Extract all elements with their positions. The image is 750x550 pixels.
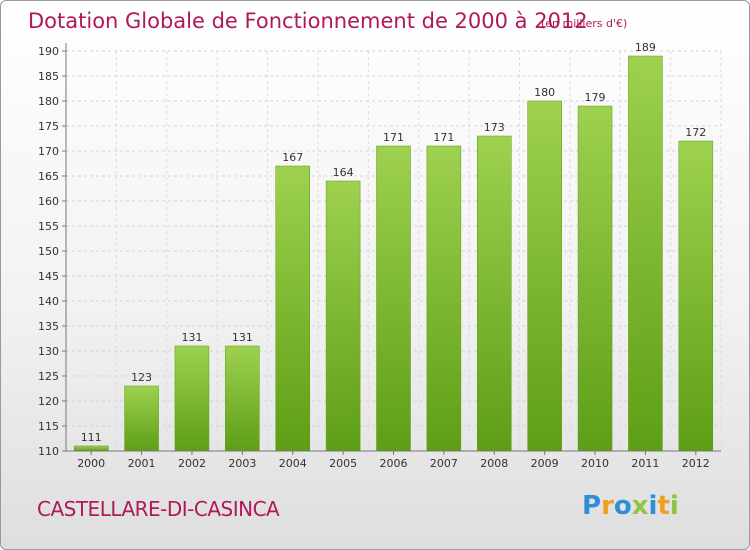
x-tick-label: 2012 <box>682 457 710 470</box>
x-tick-label: 2004 <box>279 457 307 470</box>
bar <box>477 135 512 452</box>
y-tick-label: 130 <box>38 345 59 358</box>
logo-letter: i <box>648 491 658 521</box>
bar <box>174 345 210 452</box>
value-label: 171 <box>383 131 404 144</box>
y-tick-label: 140 <box>38 295 59 308</box>
y-tick-label: 115 <box>38 420 59 433</box>
value-label: 180 <box>534 86 555 99</box>
bar <box>325 180 361 452</box>
bar <box>577 105 613 452</box>
value-label: 131 <box>232 331 253 344</box>
y-tick-label: 110 <box>38 445 59 458</box>
y-tick-label: 125 <box>38 370 59 383</box>
bar <box>678 140 714 452</box>
y-tick-label: 190 <box>38 45 59 58</box>
x-tick-label: 2005 <box>329 457 357 470</box>
x-tick-label: 2007 <box>430 457 458 470</box>
x-tick-label: 2011 <box>631 457 659 470</box>
value-label: 171 <box>433 131 454 144</box>
proxiti-logo: Proxiti <box>582 491 679 521</box>
value-label: 111 <box>81 431 102 444</box>
x-tick-label: 2009 <box>531 457 559 470</box>
commune-name: CASTELLARE-DI-CASINCA <box>37 497 280 521</box>
value-label: 131 <box>181 331 202 344</box>
value-labels: 111 123 131 131 167 164 171 171 173 180 179 189 172 <box>81 41 707 444</box>
y-tick-label: 155 <box>38 220 59 233</box>
x-tick-label: 2006 <box>380 457 408 470</box>
x-tick-label: 2010 <box>581 457 609 470</box>
logo-letter: o <box>613 491 632 521</box>
bars <box>73 55 714 452</box>
value-label: 167 <box>282 151 303 164</box>
y-tick-label: 165 <box>38 170 59 183</box>
y-tick-label: 170 <box>38 145 59 158</box>
bar <box>225 345 260 452</box>
logo-letter: r <box>601 491 614 521</box>
x-tick-label: 2000 <box>77 457 105 470</box>
axes: 110 115 120 125 130 135 140 145 150 155 160 165 170 1… <box>38 43 721 470</box>
logo-letter: t <box>657 491 670 521</box>
chart-subtitle: (en milliers d'€) <box>541 17 628 30</box>
y-tick-label: 120 <box>38 395 59 408</box>
bar <box>73 445 109 452</box>
chart-title: Dotation Globale de Fonctionnement de 20… <box>28 9 588 33</box>
y-tick-label: 145 <box>38 270 59 283</box>
value-label: 164 <box>333 166 354 179</box>
value-label: 123 <box>131 371 152 384</box>
logo-letter: P <box>582 491 602 521</box>
bar <box>527 100 562 452</box>
y-tick-label: 185 <box>38 70 59 83</box>
x-tick-label: 2003 <box>228 457 256 470</box>
x-tick-label: 2008 <box>480 457 508 470</box>
y-tick-label: 175 <box>38 120 59 133</box>
value-label: 189 <box>635 41 656 54</box>
bar <box>426 145 462 452</box>
y-tick-label: 135 <box>38 320 59 333</box>
value-label: 173 <box>484 121 505 134</box>
bar <box>376 145 411 452</box>
bar <box>124 385 159 452</box>
bar <box>275 165 310 452</box>
logo-letter: x <box>631 491 649 521</box>
y-tick-label: 160 <box>38 195 59 208</box>
y-tick-label: 150 <box>38 245 59 258</box>
x-tick-label: 2002 <box>178 457 206 470</box>
bar <box>628 55 663 452</box>
y-tick-label: 180 <box>38 95 59 108</box>
value-label: 179 <box>585 91 606 104</box>
logo-letter: i <box>669 491 679 521</box>
value-label: 172 <box>685 126 706 139</box>
x-tick-label: 2001 <box>128 457 156 470</box>
